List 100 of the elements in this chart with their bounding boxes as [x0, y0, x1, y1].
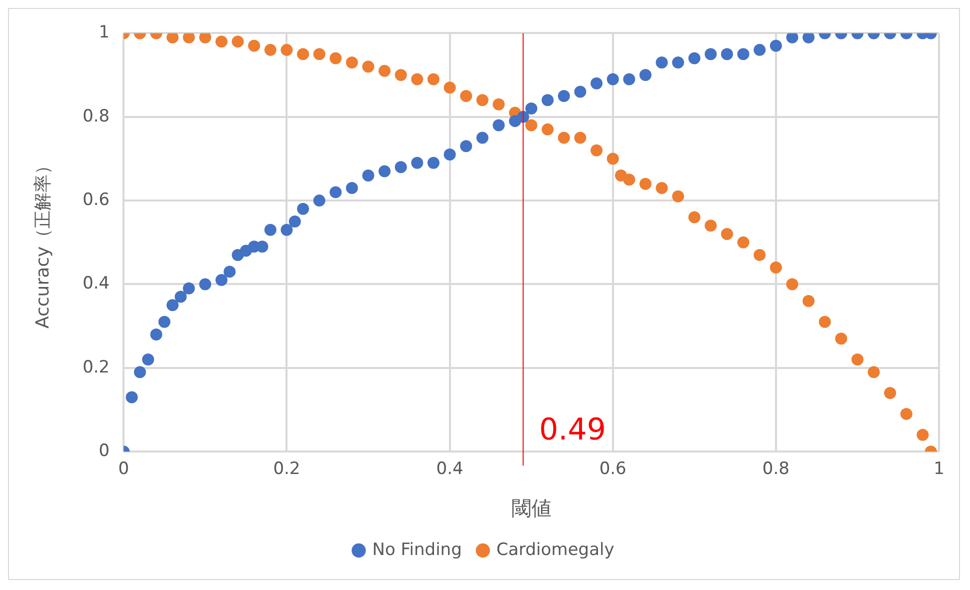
- point: [394, 161, 407, 174]
- point: [851, 354, 864, 366]
- point: [166, 299, 179, 312]
- point: [427, 156, 440, 169]
- point: [215, 274, 228, 286]
- point: [411, 156, 424, 169]
- x-tick-label: 0.2: [273, 459, 300, 480]
- point: [182, 33, 195, 44]
- point: [297, 202, 310, 215]
- point: [330, 186, 342, 198]
- point: [199, 33, 212, 44]
- x-axis-title: 閾値: [511, 496, 552, 520]
- point: [313, 48, 326, 60]
- legend-label: No Finding: [372, 540, 462, 560]
- point: [754, 248, 766, 261]
- x-tick-label: 0.8: [762, 459, 790, 480]
- point: [818, 316, 831, 328]
- point: [313, 194, 326, 207]
- point: [362, 60, 374, 73]
- point: [590, 144, 603, 156]
- point: [542, 123, 554, 136]
- point: [182, 282, 195, 294]
- point: [786, 33, 798, 44]
- point: [215, 36, 228, 48]
- point: [460, 140, 472, 152]
- point: [884, 387, 896, 400]
- point: [737, 48, 750, 60]
- point: [346, 182, 358, 194]
- x-tick-label: 1: [934, 459, 944, 480]
- point: [868, 366, 880, 378]
- y-tick-label: 1: [98, 22, 110, 43]
- point: [754, 44, 766, 56]
- point: [126, 391, 138, 404]
- point: [264, 224, 276, 236]
- point: [411, 73, 424, 86]
- point: [460, 90, 472, 102]
- x-tick-label: 0: [118, 459, 130, 480]
- point: [142, 354, 154, 366]
- point: [656, 56, 668, 68]
- y-tick-label: 0: [98, 441, 110, 462]
- point: [558, 90, 570, 102]
- point: [542, 94, 554, 106]
- point: [656, 182, 668, 194]
- point: [721, 48, 734, 60]
- point: [835, 332, 848, 345]
- point: [786, 278, 798, 290]
- point: [802, 294, 815, 307]
- point: [248, 40, 260, 52]
- point: [802, 33, 815, 44]
- point: [770, 262, 782, 274]
- point: [232, 36, 244, 48]
- x-tick-label: 0.6: [599, 459, 626, 480]
- point: [166, 33, 179, 44]
- point: [280, 224, 293, 236]
- y-tick-label: 0.8: [82, 106, 110, 126]
- point: [224, 266, 236, 278]
- point: [378, 64, 391, 77]
- point: [606, 73, 619, 86]
- point: [721, 228, 734, 240]
- point: [916, 428, 929, 441]
- ref-line-label: 0.49: [539, 412, 606, 448]
- point: [574, 86, 586, 98]
- point: [427, 73, 440, 86]
- y-tick-label: 0.6: [82, 190, 110, 210]
- point: [639, 178, 652, 190]
- point: [688, 52, 700, 64]
- point: [737, 236, 750, 248]
- point: [346, 56, 358, 68]
- y-tick-label: 0.4: [82, 274, 110, 294]
- y-axis-title: Accuracy（正解率）: [32, 156, 54, 328]
- point: [672, 190, 684, 202]
- point: [444, 148, 456, 161]
- point: [362, 169, 374, 182]
- x-tick-label: 0.4: [436, 459, 464, 480]
- point: [704, 48, 717, 60]
- point: [378, 165, 391, 178]
- point: [639, 69, 652, 82]
- point: [900, 408, 912, 420]
- legend-label: Cardiomegaly: [496, 540, 614, 560]
- point: [770, 40, 782, 52]
- point: [590, 77, 603, 90]
- point: [476, 94, 488, 106]
- point: [150, 328, 162, 340]
- point: [158, 316, 170, 328]
- point: [688, 211, 700, 224]
- point: [492, 119, 505, 132]
- point: [606, 152, 619, 165]
- point: [574, 132, 586, 144]
- y-tick-label: 0.2: [82, 357, 110, 378]
- point: [394, 69, 407, 82]
- point: [558, 132, 570, 144]
- point: [134, 366, 146, 378]
- point: [623, 174, 636, 186]
- point: [264, 44, 276, 56]
- point: [444, 82, 456, 94]
- point: [525, 102, 538, 115]
- point: [704, 220, 717, 232]
- point: [623, 73, 636, 86]
- point: [672, 56, 684, 68]
- point: [199, 278, 212, 290]
